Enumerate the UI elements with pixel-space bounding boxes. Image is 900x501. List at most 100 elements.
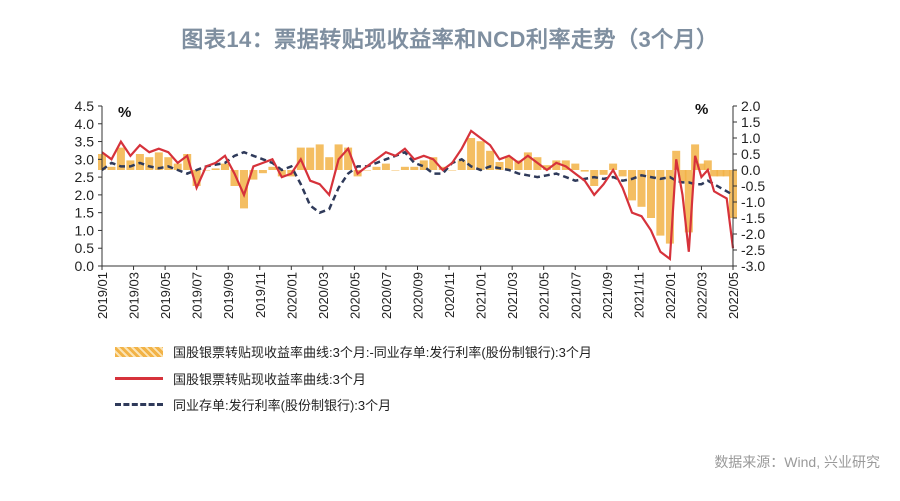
right-tick-label: -2.0 — [741, 226, 765, 242]
bar-spread — [230, 170, 239, 186]
left-tick-label: 4.5 — [75, 98, 95, 114]
left-axis-unit: % — [118, 104, 131, 121]
bar-spread — [552, 160, 561, 170]
bar-spread — [372, 166, 381, 170]
bar-spread — [637, 170, 646, 207]
x-tick-label: 2022/01 — [663, 272, 678, 319]
bar-spread — [306, 147, 315, 170]
left-tick-label: 4.0 — [75, 116, 95, 132]
bar-spread — [391, 170, 400, 171]
bar-spread — [419, 160, 428, 170]
bar-spread — [609, 163, 618, 170]
legend-item-bill-yield: 国股银票转贴现收益率曲线:3个月 — [115, 369, 366, 388]
legend-label-bill-yield: 国股银票转贴现收益率曲线:3个月 — [173, 372, 366, 387]
legend-swatch-ncd — [115, 403, 163, 406]
x-tick-label: 2020/05 — [347, 272, 362, 319]
right-tick-label: -2.5 — [741, 242, 765, 258]
bar-spread — [561, 160, 570, 170]
bar-spread — [599, 170, 608, 175]
bar-spread — [116, 147, 125, 170]
legend-swatch-spread — [115, 346, 163, 357]
bar-spread — [202, 170, 211, 171]
bar-spread — [363, 170, 371, 171]
right-tick-label: -0.5 — [741, 178, 765, 194]
chart-title: 图表14：票据转贴现收益率和NCD利率走势（3个月） — [181, 27, 719, 52]
left-tick-label: 3.5 — [75, 134, 95, 150]
x-tick-label: 2020/09 — [411, 272, 426, 319]
right-tick-label: -3.0 — [741, 258, 765, 274]
bar-spread — [684, 170, 693, 233]
bar-spread — [678, 170, 687, 182]
x-tick-label: 2019/03 — [127, 272, 142, 319]
x-tick-label: 2021/01 — [474, 272, 489, 319]
bar-spread — [476, 141, 485, 170]
bar-spread — [429, 157, 438, 170]
bar-spread — [722, 170, 731, 177]
left-tick-label: 1.0 — [75, 222, 95, 238]
bar-spread — [580, 170, 589, 172]
bar-spread — [486, 150, 495, 170]
right-tick-label: 2.0 — [741, 98, 761, 114]
x-tick-label: 2020/07 — [379, 272, 394, 319]
right-axis-unit: % — [695, 101, 708, 118]
right-tick-label: 0.5 — [741, 146, 761, 162]
bar-spread — [710, 170, 719, 177]
legend-item-ncd: 同业存单:发行利率(股份制银行):3个月 — [115, 395, 391, 414]
bar-spread — [173, 163, 182, 170]
legend-item-spread: 国股银票转贴现收益率曲线:3个月:-同业存单:发行利率(股份制银行):3个月 — [115, 342, 592, 361]
bar-spread — [258, 170, 267, 174]
bar-spread — [647, 170, 655, 218]
x-tick-label: 2020/11 — [442, 272, 457, 318]
bar-spread — [467, 138, 476, 170]
x-tick-label: 2020/01 — [284, 272, 299, 319]
bar-spread — [571, 163, 580, 170]
bar-spread — [154, 152, 163, 170]
x-tick-label: 2021/05 — [537, 272, 552, 319]
bar-spread — [249, 170, 258, 180]
x-tick-label: 2021/07 — [568, 272, 583, 319]
bar-spread — [277, 170, 286, 177]
bar-spread — [505, 157, 513, 170]
bar-spread — [268, 166, 277, 170]
x-tick-label: 2021/11 — [631, 272, 646, 318]
bar-spread — [164, 157, 173, 170]
bar-spread — [656, 170, 665, 236]
x-tick-label: 2022/03 — [694, 272, 709, 319]
left-tick-label: 0.5 — [75, 240, 95, 256]
bar-spread — [410, 166, 419, 170]
x-tick-label: 2020/03 — [316, 272, 331, 319]
bar-spread — [240, 170, 248, 209]
bar-spread — [542, 165, 551, 170]
legend-swatch-bill-yield — [115, 377, 163, 380]
bar-spread — [618, 170, 627, 177]
right-tick-label: 0.0 — [741, 162, 761, 178]
bar-spread — [628, 170, 636, 201]
bar-spread — [211, 168, 220, 170]
bar-spread — [381, 163, 390, 170]
bar-spread — [457, 160, 466, 170]
x-tick-label: 2019/01 — [95, 272, 110, 319]
bar-spread — [183, 154, 192, 170]
x-tick-label: 2021/03 — [505, 272, 520, 319]
right-tick-label: -1.5 — [741, 210, 765, 226]
bar-spread — [192, 170, 201, 186]
bar-spread — [107, 166, 116, 170]
bar-spread — [325, 157, 334, 170]
bar-spread — [665, 170, 674, 244]
bar-spread — [315, 144, 324, 170]
legend-label-spread: 国股银票转贴现收益率曲线:3个月:-同业存单:发行利率(股份制银行):3个月 — [173, 345, 592, 360]
x-tick-label: 2019/11 — [253, 272, 268, 318]
bar-spread — [344, 147, 353, 170]
left-tick-label: 2.0 — [75, 187, 95, 203]
right-tick-label: 1.0 — [741, 130, 761, 146]
x-tick-label: 2019/05 — [158, 272, 173, 319]
data-source: 数据来源：Wind, 兴业研究 — [714, 454, 880, 470]
line-bill-yield — [101, 129, 735, 261]
bar-spread — [716, 170, 725, 177]
x-tick-label: 2022/05 — [726, 272, 741, 319]
x-tick-label: 2019/09 — [221, 272, 236, 319]
right-tick-label: -1.0 — [741, 194, 765, 210]
bar-spread — [334, 144, 343, 170]
bar-spread — [697, 163, 706, 170]
